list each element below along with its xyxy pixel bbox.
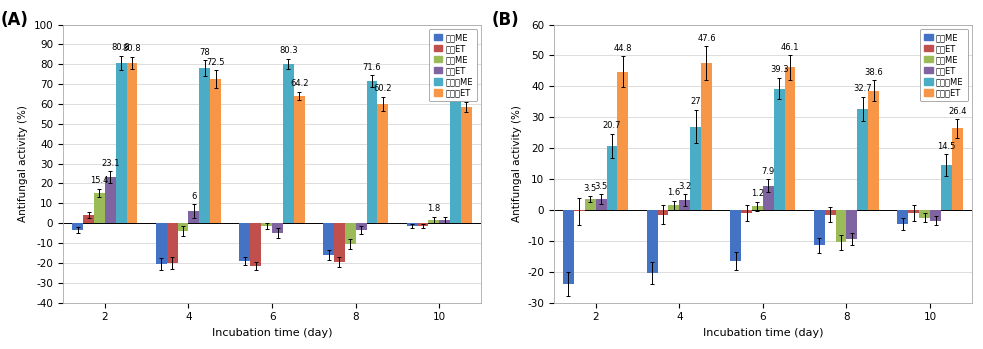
Text: 1.8: 1.8 [428,204,440,213]
Bar [323,223,334,255]
Legend: 뉵잎ME, 뉵잎ET, 가지ME, 가지ET, 상백피ME, 상백피ET: 뉵잎ME, 뉵잎ET, 가지ME, 가지ET, 상백피ME, 상백피ET [920,29,967,102]
Bar [167,223,178,263]
Text: 58.7: 58.7 [457,89,476,98]
Text: 80.3: 80.3 [279,46,298,55]
Bar [857,109,868,210]
Bar [701,63,712,210]
Bar [763,186,774,210]
Bar [784,67,795,210]
Bar [334,223,345,262]
Text: 20.7: 20.7 [603,121,621,130]
Bar [668,205,679,210]
Bar [679,200,690,210]
Bar [283,64,294,223]
Text: 7.9: 7.9 [762,167,775,176]
Bar [377,104,388,223]
Y-axis label: Antifungal activity (%): Antifungal activity (%) [512,105,522,222]
Bar [919,210,930,218]
Text: 3.2: 3.2 [678,181,691,191]
Text: 46.1: 46.1 [781,43,799,52]
Bar [84,215,94,223]
Bar [741,210,752,213]
Bar [345,223,356,244]
X-axis label: Incubation time (day): Incubation time (day) [211,328,332,338]
Bar [156,223,167,264]
Text: 14.5: 14.5 [937,142,955,151]
Bar [774,89,784,210]
Text: 23.1: 23.1 [101,159,120,168]
Bar [429,220,439,223]
Text: (B): (B) [492,10,519,29]
Text: 3.5: 3.5 [595,182,607,191]
Bar [825,210,836,215]
Text: 15.4: 15.4 [90,176,108,185]
Bar [261,223,272,226]
Bar [189,211,200,223]
Bar [930,210,941,221]
Bar [617,72,628,210]
X-axis label: Incubation time (day): Incubation time (day) [703,328,823,338]
Bar [585,199,596,210]
Bar [418,223,429,226]
Bar [690,126,701,210]
Bar [72,223,84,230]
Bar [752,206,763,210]
Bar [450,83,461,223]
Text: 60.2: 60.2 [374,84,392,93]
Bar [647,210,658,273]
Y-axis label: Antifungal activity (%): Antifungal activity (%) [18,105,29,222]
Text: 26.4: 26.4 [948,107,966,116]
Bar [272,223,283,233]
Text: 71.6: 71.6 [363,63,381,72]
Bar [439,220,450,223]
Text: 38.6: 38.6 [864,67,883,76]
Bar [407,223,418,225]
Bar [563,210,574,284]
Text: (A): (A) [0,10,29,29]
Text: 80.8: 80.8 [123,44,142,53]
Text: 39.3: 39.3 [770,65,788,74]
Bar [897,210,908,224]
Text: 78: 78 [200,48,210,57]
Text: 6: 6 [192,192,197,201]
Bar [941,165,952,210]
Text: 27: 27 [690,97,701,106]
Text: 32.7: 32.7 [853,84,872,93]
Bar [952,128,962,210]
Bar [367,81,377,223]
Legend: 뉵잎ME, 뉵잎ET, 가지ME, 가지ET, 상백피ME, 상백피ET: 뉵잎ME, 뉵잎ET, 가지ME, 가지ET, 상백피ME, 상백피ET [430,29,477,102]
Bar [596,199,607,210]
Bar [846,210,857,239]
Text: 44.8: 44.8 [613,44,632,53]
Text: 47.6: 47.6 [697,34,716,43]
Text: 1.2: 1.2 [751,189,764,198]
Bar [730,210,741,261]
Text: 72.5: 72.5 [206,58,225,67]
Text: 3.5: 3.5 [584,184,597,193]
Bar [574,210,585,211]
Text: 1.6: 1.6 [667,188,680,197]
Bar [178,223,189,231]
Bar [251,223,261,266]
Text: 70.6: 70.6 [446,65,465,74]
Bar [461,106,472,223]
Bar [116,63,127,223]
Bar [210,79,221,223]
Bar [607,146,617,210]
Text: 80.8: 80.8 [112,43,131,52]
Text: 64.2: 64.2 [290,79,309,88]
Bar [356,223,367,230]
Bar [836,210,846,242]
Bar [294,96,305,223]
Bar [240,223,251,261]
Bar [127,63,138,223]
Bar [105,177,116,223]
Bar [868,91,879,210]
Bar [200,68,210,223]
Bar [814,210,825,245]
Bar [908,210,919,213]
Bar [658,210,668,215]
Bar [94,193,105,223]
